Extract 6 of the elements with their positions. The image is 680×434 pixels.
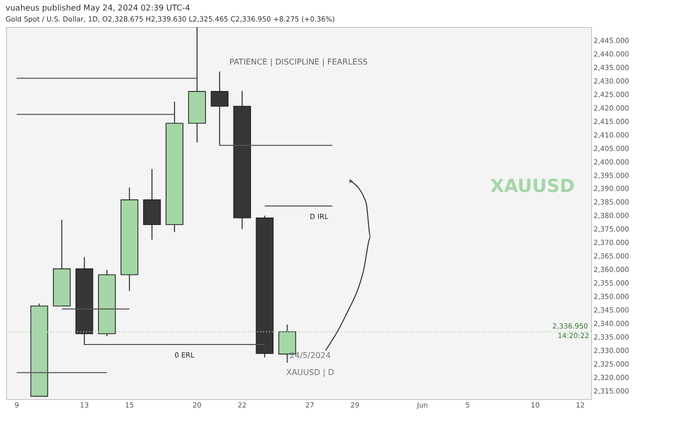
candlestick [210, 70, 228, 146]
annotation: PATIENCE | DISCIPLINE | FEARLESS [229, 57, 368, 66]
chart-title: vuaheus published May 24, 2024 02:39 UTC-4 [6, 4, 190, 12]
annotation: XAUUSD | D [286, 368, 334, 377]
annotation: XAUUSD [490, 176, 575, 197]
annotation: 24/5/2024 [290, 351, 331, 360]
